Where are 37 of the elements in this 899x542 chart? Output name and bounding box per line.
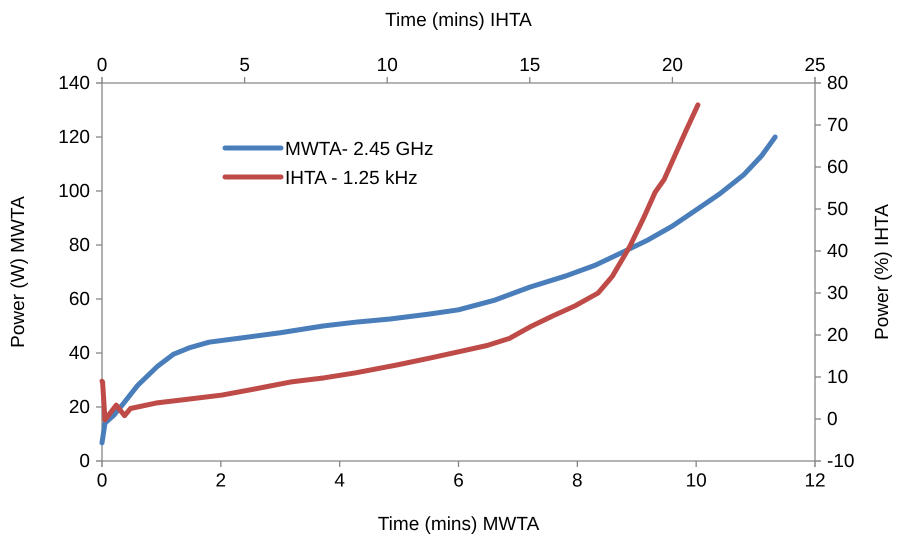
y2-tick-label: 0: [827, 409, 838, 430]
y-tick-label: 100: [58, 181, 90, 202]
x2-tick-label: 25: [804, 55, 826, 76]
y2-tick-label: 40: [827, 241, 848, 262]
x-tick-label: 10: [686, 470, 707, 492]
y2-tick-label: 80: [827, 73, 848, 94]
y-tick-label: 40: [68, 343, 90, 364]
y2-tick-label: 30: [827, 283, 848, 304]
x2-tick-label: 15: [519, 55, 540, 76]
x-tick-label: 8: [572, 470, 583, 492]
y-tick-label: 120: [58, 127, 90, 148]
x2-tick-label: 10: [376, 55, 398, 76]
y2-tick-label: 70: [827, 115, 848, 136]
y2-axis-title: Power (%) IHTA: [872, 204, 893, 340]
x-tick-label: 12: [804, 470, 826, 492]
x-tick-label: 0: [96, 470, 108, 492]
x-tick-label: 2: [216, 470, 226, 492]
x2-tick-label: 5: [239, 55, 250, 76]
y-tick-label: 140: [58, 73, 90, 94]
y-tick-label: 60: [68, 289, 90, 310]
y-tick-label: 0: [79, 451, 90, 472]
x2-tick-label: 0: [96, 55, 108, 76]
y2-tick-label: 50: [827, 199, 848, 220]
legend-label: MWTA- 2.45 GHz: [285, 139, 434, 160]
y2-tick-label: 20: [827, 325, 848, 346]
x-axis-title: Time (mins) MWTA: [378, 514, 540, 535]
x-tick-label: 6: [453, 470, 464, 492]
y-tick-label: 80: [68, 235, 90, 256]
y2-tick-label: 10: [827, 367, 848, 388]
legend-label: IHTA - 1.25 kHz: [285, 168, 418, 189]
x2-axis-title: Time (mins) IHTA: [385, 10, 532, 31]
x2-tick-label: 20: [662, 55, 683, 76]
y2-tick-label: -10: [827, 451, 854, 472]
y-tick-label: 20: [68, 397, 90, 418]
x-tick-label: 4: [334, 470, 346, 492]
y-axis-title: Power (W) MWTA: [8, 196, 29, 348]
y2-tick-label: 60: [827, 157, 848, 178]
